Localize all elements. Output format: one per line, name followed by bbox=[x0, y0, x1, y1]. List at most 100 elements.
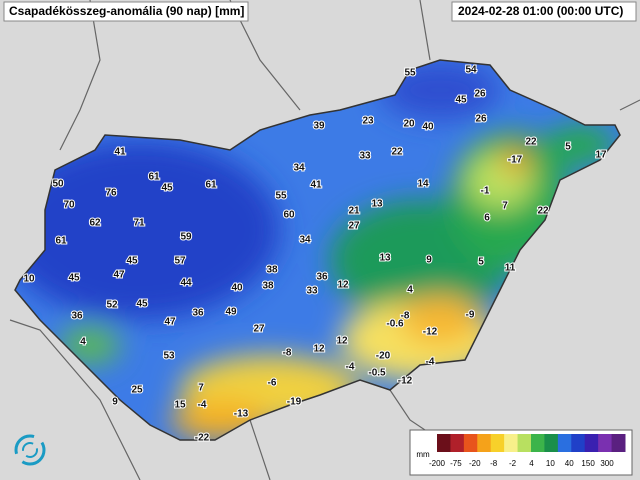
station-value: 15 bbox=[174, 400, 186, 411]
station-value: 12 bbox=[336, 336, 348, 347]
station-value: 22 bbox=[525, 137, 537, 148]
logo bbox=[14, 434, 46, 466]
station-value: 36 bbox=[192, 308, 204, 319]
station-value: 71 bbox=[133, 218, 145, 229]
station-value: -22 bbox=[195, 433, 210, 444]
station-value: 70 bbox=[63, 200, 75, 211]
station-value: 7 bbox=[502, 201, 508, 212]
station-value: -20 bbox=[376, 351, 391, 362]
station-value: 22 bbox=[537, 206, 549, 217]
station-value: -0.5 bbox=[368, 368, 386, 379]
station-value: 12 bbox=[313, 344, 325, 355]
legend-tick-label: 4 bbox=[529, 459, 534, 468]
legend-swatch bbox=[437, 434, 451, 452]
station-value: -0.6 bbox=[386, 319, 404, 330]
legend-swatch bbox=[611, 434, 626, 452]
station-value: 27 bbox=[253, 324, 265, 335]
station-value: 62 bbox=[89, 218, 101, 229]
station-value: 47 bbox=[113, 270, 125, 281]
station-value: 27 bbox=[348, 221, 360, 232]
station-value: 14 bbox=[417, 179, 429, 190]
station-value: 40 bbox=[231, 283, 243, 294]
station-value: 20 bbox=[403, 119, 415, 130]
station-value: 45 bbox=[136, 299, 148, 310]
station-value: 22 bbox=[391, 147, 403, 158]
station-value: 44 bbox=[180, 278, 192, 289]
station-value: 61 bbox=[205, 180, 217, 191]
station-value: 6 bbox=[484, 213, 490, 224]
legend-tick-label: -200 bbox=[429, 459, 446, 468]
station-value: -1 bbox=[481, 186, 490, 197]
station-value: 76 bbox=[105, 188, 117, 199]
legend-tick-label: 150 bbox=[581, 459, 595, 468]
station-value: 5 bbox=[565, 142, 571, 153]
station-value: 13 bbox=[379, 253, 391, 264]
station-value: 34 bbox=[299, 235, 311, 246]
station-value: 5 bbox=[478, 257, 484, 268]
title-box bbox=[3, 1, 249, 22]
station-value: 41 bbox=[310, 180, 322, 191]
station-value: 45 bbox=[161, 183, 173, 194]
station-value: 52 bbox=[106, 300, 118, 311]
station-value: 40 bbox=[422, 122, 434, 133]
legend-swatch bbox=[584, 434, 599, 452]
station-value: 54 bbox=[465, 65, 477, 76]
legend-swatch bbox=[557, 434, 572, 452]
station-value: 55 bbox=[275, 191, 287, 202]
station-value: 41 bbox=[114, 147, 126, 158]
station-value: 61 bbox=[55, 236, 67, 247]
station-value: 23 bbox=[362, 116, 374, 127]
station-value: -9 bbox=[466, 310, 475, 321]
station-value: 53 bbox=[163, 351, 175, 362]
station-value: 47 bbox=[164, 317, 176, 328]
station-value: 21 bbox=[348, 206, 360, 217]
station-value: 57 bbox=[174, 256, 186, 267]
station-value: 10 bbox=[23, 274, 35, 285]
station-value: -6 bbox=[268, 378, 277, 389]
station-value: -17 bbox=[508, 155, 523, 166]
station-value: -4 bbox=[198, 400, 207, 411]
station-value: 13 bbox=[371, 199, 383, 210]
legend-swatch bbox=[598, 434, 613, 452]
station-value: -8 bbox=[283, 348, 292, 359]
legend-swatch bbox=[504, 434, 519, 452]
station-value: 50 bbox=[52, 179, 64, 190]
legend-bar: -200 -75 -20 -8 -2 4 10 40 150 300 bbox=[429, 434, 626, 468]
station-value: 9 bbox=[112, 397, 118, 408]
station-value: 45 bbox=[455, 95, 467, 106]
station-value: 36 bbox=[316, 272, 328, 283]
legend-tick-label: -2 bbox=[509, 459, 517, 468]
legend-tick-label: 10 bbox=[546, 459, 555, 468]
station-value: 4 bbox=[407, 285, 413, 296]
station-value: -4 bbox=[346, 362, 355, 373]
station-value: -19 bbox=[287, 397, 302, 408]
legend-tick-label: 300 bbox=[600, 459, 614, 468]
station-value: 4 bbox=[80, 337, 86, 348]
legend-swatch bbox=[517, 434, 532, 452]
station-value: 11 bbox=[505, 263, 516, 274]
station-value: 38 bbox=[262, 281, 274, 292]
time-box bbox=[451, 1, 637, 22]
legend-swatch bbox=[450, 434, 465, 452]
station-value: 17 bbox=[595, 150, 607, 161]
legend-swatch bbox=[463, 434, 478, 452]
station-value: 39 bbox=[313, 121, 325, 132]
station-value: 33 bbox=[359, 151, 371, 162]
station-value: 60 bbox=[283, 210, 295, 221]
station-value: 25 bbox=[131, 385, 143, 396]
legend-swatch bbox=[490, 434, 505, 452]
country-border bbox=[14, 59, 621, 441]
station-value: 7 bbox=[198, 383, 204, 394]
station-value: 36 bbox=[71, 311, 83, 322]
station-value: 61 bbox=[148, 172, 160, 183]
title: Csapadékösszeg-anomália (90 nap) [mm] bbox=[9, 4, 244, 18]
station-value: 12 bbox=[337, 280, 349, 291]
legend-unit: mm bbox=[416, 450, 430, 459]
legend-tick-label: -75 bbox=[450, 459, 462, 468]
station-value: -12 bbox=[423, 327, 438, 338]
legend-tick-label: -8 bbox=[490, 459, 498, 468]
station-value: 33 bbox=[306, 286, 318, 297]
station-value: 26 bbox=[474, 89, 486, 100]
